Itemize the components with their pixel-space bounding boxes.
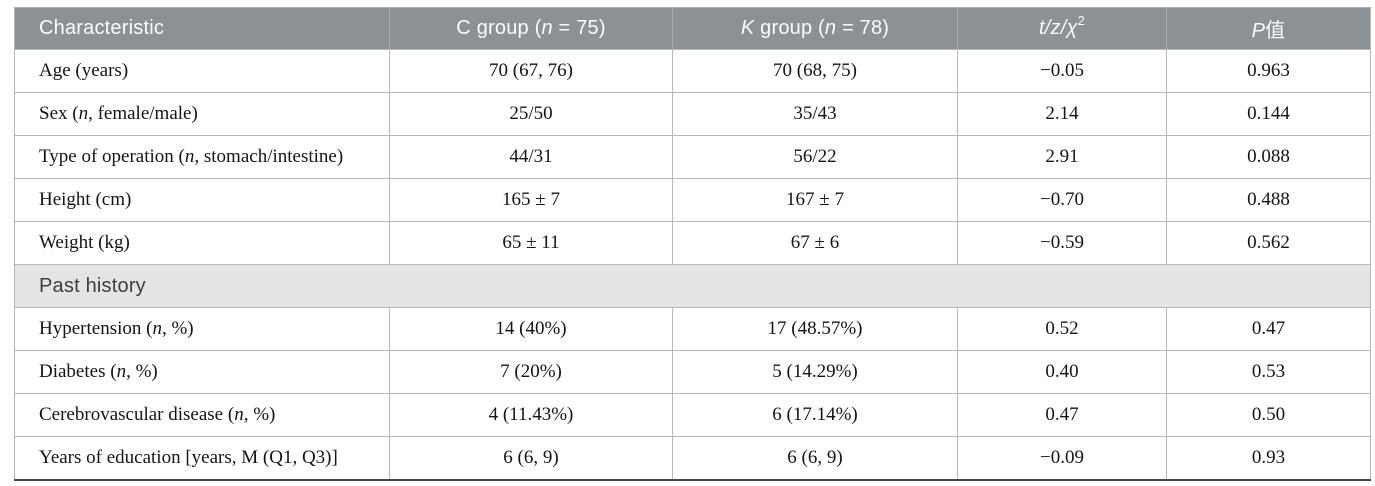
cell-statistic: 2.91: [957, 135, 1167, 179]
cell-k-group: 35/43: [672, 92, 958, 136]
section-row: Past history: [14, 264, 1371, 308]
column-header-c-group: C group (n = 75): [389, 7, 673, 50]
cell-statistic: 0.52: [957, 307, 1167, 351]
row-label: Weight (kg): [14, 221, 390, 265]
table-row: Sex (n, female/male) 25/50 35/43 2.14 0.144: [14, 92, 1371, 136]
row-label: Height (cm): [14, 178, 390, 222]
column-header-p-value: P值: [1166, 7, 1371, 50]
characteristics-table: Characteristic C group (n = 75) K group (n…: [14, 7, 1371, 481]
cell-statistic: −0.59: [957, 221, 1167, 265]
row-label: Type of operation (n, stomach/intestine): [14, 135, 390, 179]
column-header-characteristic: Characteristic: [14, 7, 390, 50]
column-header-k-group: K group (n = 78): [672, 7, 958, 50]
cell-c-group: 165 ± 7: [389, 178, 673, 222]
cell-statistic: −0.05: [957, 49, 1167, 93]
table-body: Age (years) 70 (67, 76) 70 (68, 75) −0.05 0.…: [14, 49, 1371, 481]
table-row: Diabetes (n, %) 7 (20%) 5 (14.29%) 0.40 0.53: [14, 350, 1371, 394]
table-row: Cerebrovascular disease (n, %) 4 (11.43%)…: [14, 393, 1371, 437]
cell-statistic: 0.40: [957, 350, 1167, 394]
cell-p-value: 0.47: [1166, 307, 1371, 351]
cell-c-group: 44/31: [389, 135, 673, 179]
cell-k-group: 67 ± 6: [672, 221, 958, 265]
cell-k-group: 70 (68, 75): [672, 49, 958, 93]
cell-c-group: 65 ± 11: [389, 221, 673, 265]
cell-statistic: −0.09: [957, 436, 1167, 481]
cell-p-value: 0.93: [1166, 436, 1371, 481]
table-row: Weight (kg) 65 ± 11 67 ± 6 −0.59 0.562: [14, 221, 1371, 265]
cell-p-value: 0.50: [1166, 393, 1371, 437]
row-label: Diabetes (n, %): [14, 350, 390, 394]
row-label: Sex (n, female/male): [14, 92, 390, 136]
row-label: Age (years): [14, 49, 390, 93]
cell-c-group: 14 (40%): [389, 307, 673, 351]
column-header-statistic: t/z/χ2: [957, 7, 1167, 50]
cell-statistic: −0.70: [957, 178, 1167, 222]
cell-p-value: 0.144: [1166, 92, 1371, 136]
cell-k-group: 6 (17.14%): [672, 393, 958, 437]
header-row: Characteristic C group (n = 75) K group (n…: [14, 7, 1371, 50]
table-row: Age (years) 70 (67, 76) 70 (68, 75) −0.05 0.…: [14, 49, 1371, 93]
table-row: Height (cm) 165 ± 7 167 ± 7 −0.70 0.488: [14, 178, 1371, 222]
cell-c-group: 7 (20%): [389, 350, 673, 394]
cell-p-value: 0.088: [1166, 135, 1371, 179]
row-label: Years of education [years, M (Q1, Q3)]: [14, 436, 390, 481]
cell-k-group: 167 ± 7: [672, 178, 958, 222]
cell-k-group: 56/22: [672, 135, 958, 179]
cell-statistic: 0.47: [957, 393, 1167, 437]
cell-c-group: 4 (11.43%): [389, 393, 673, 437]
cell-k-group: 5 (14.29%): [672, 350, 958, 394]
cell-k-group: 17 (48.57%): [672, 307, 958, 351]
cell-p-value: 0.488: [1166, 178, 1371, 222]
row-label: Cerebrovascular disease (n, %): [14, 393, 390, 437]
cell-p-value: 0.53: [1166, 350, 1371, 394]
table-row: Type of operation (n, stomach/intestine)…: [14, 135, 1371, 179]
cell-statistic: 2.14: [957, 92, 1167, 136]
row-label: Hypertension (n, %): [14, 307, 390, 351]
cell-p-value: 0.963: [1166, 49, 1371, 93]
cell-c-group: 70 (67, 76): [389, 49, 673, 93]
cell-c-group: 25/50: [389, 92, 673, 136]
table-row: Hypertension (n, %) 14 (40%) 17 (48.57%) 0.…: [14, 307, 1371, 351]
table-row: Years of education [years, M (Q1, Q3)] 6 …: [14, 436, 1371, 481]
cell-p-value: 0.562: [1166, 221, 1371, 265]
cell-c-group: 6 (6, 9): [389, 436, 673, 481]
section-label: Past history: [14, 264, 1371, 308]
cell-k-group: 6 (6, 9): [672, 436, 958, 481]
